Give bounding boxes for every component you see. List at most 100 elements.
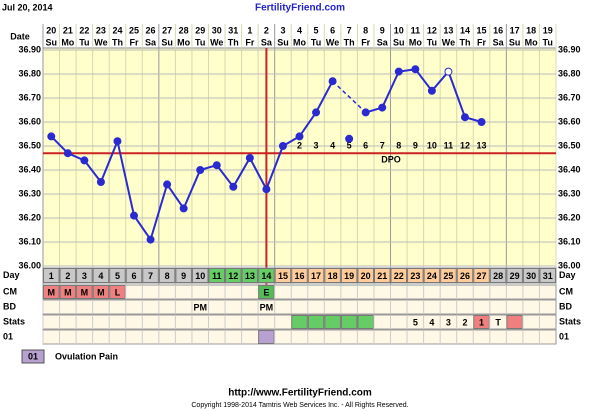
chart-date: Jul 20, 2014	[2, 2, 53, 12]
weekday-label: Su	[277, 37, 289, 47]
cell	[340, 315, 358, 329]
cell-text: 11	[212, 271, 222, 281]
date-label: 19	[543, 25, 553, 35]
row-label: BD	[3, 301, 16, 311]
y-tick-label: 36.40	[18, 164, 41, 174]
date-label: 21	[63, 25, 73, 35]
cell-text: 7	[148, 271, 153, 281]
y-tick-label: 36.50	[18, 140, 41, 150]
weekday-label: Su	[393, 37, 405, 47]
row-label-right: BD	[559, 301, 572, 311]
weekday-label: We	[210, 37, 223, 47]
footer-copyright: Copyright 1998-2014 Tamtris Web Services…	[191, 402, 408, 409]
cell-text: 6	[132, 271, 137, 281]
date-label: 26	[146, 25, 156, 35]
date-label: 8	[363, 25, 368, 35]
cell-text: 14	[261, 271, 271, 281]
date-label: 10	[394, 25, 404, 35]
cell-text: 1	[49, 271, 54, 281]
weekday-label: Tu	[427, 37, 437, 47]
cell	[76, 268, 93, 283]
date-label: 7	[347, 25, 352, 35]
date-label: 30	[212, 25, 222, 35]
date-label: 6	[330, 25, 335, 35]
cell-text: L	[115, 287, 121, 297]
y-tick-label: 36.60	[18, 116, 41, 126]
dpo-number: 2	[297, 140, 302, 150]
y-tick-label-right: 36.10	[558, 236, 581, 246]
cell	[506, 268, 523, 283]
date-label: 25	[129, 25, 139, 35]
cell-text: M	[64, 287, 72, 297]
cell	[373, 268, 391, 283]
cell	[522, 268, 540, 283]
cell	[357, 268, 374, 283]
date-label: 9	[380, 25, 385, 35]
temp-point	[245, 154, 254, 162]
temp-point	[411, 65, 420, 74]
y-tick-label: 36.10	[18, 236, 41, 246]
temp-point	[196, 166, 205, 174]
cell	[340, 268, 358, 283]
dpo-number: 9	[413, 140, 418, 150]
cell	[208, 268, 226, 283]
cell	[291, 315, 308, 329]
date-row-label: Date	[10, 31, 30, 41]
row-label: 01	[3, 331, 13, 341]
cell	[109, 268, 126, 283]
cell-text: M	[97, 287, 105, 297]
cell-text: 4	[429, 317, 434, 327]
date-label: 22	[79, 25, 89, 35]
y-tick-label-right: 36.70	[558, 92, 581, 102]
cell-text: 8	[165, 271, 170, 281]
row-label-right: 01	[559, 331, 569, 341]
y-tick-label: 36.80	[18, 68, 41, 78]
y-tick-label: 36.30	[18, 188, 41, 198]
row-label-right: Stats	[559, 316, 581, 326]
weekday-label: Mo	[525, 37, 538, 47]
weekday-label: Su	[161, 37, 173, 47]
cell	[539, 268, 556, 283]
cell	[258, 330, 275, 344]
cell	[324, 268, 341, 283]
date-label: 16	[493, 25, 503, 35]
weekday-label: Th	[228, 37, 239, 47]
cell-text: 20	[361, 271, 371, 281]
weekday-label: Th	[112, 37, 123, 47]
y-tick-label-right: 36.20	[558, 212, 581, 222]
cell-text: 24	[427, 271, 437, 281]
temp-point	[262, 185, 271, 194]
cell-text: 21	[377, 271, 387, 281]
date-label: 24	[112, 25, 122, 35]
temp-point	[130, 211, 139, 220]
dpo-number: 6	[363, 140, 368, 150]
y-tick-label: 36.90	[18, 44, 41, 54]
temp-point	[179, 204, 188, 213]
y-tick-label: 36.20	[18, 212, 41, 222]
cell-text: 10	[195, 271, 205, 281]
weekday-label: Fr	[361, 37, 370, 47]
dpo-number: 13	[477, 140, 487, 150]
cell	[158, 268, 176, 283]
weekday-label: We	[442, 37, 455, 47]
y-tick-label-right: 36.90	[558, 44, 581, 54]
cell	[291, 268, 308, 283]
cell-text: 1	[479, 317, 484, 327]
date-label: 31	[228, 25, 238, 35]
temp-point	[460, 113, 469, 122]
temp-point	[229, 182, 238, 191]
date-label: 23	[96, 25, 106, 35]
weekday-label: Fr	[245, 37, 254, 47]
cell	[390, 268, 408, 283]
dpo-number: 12	[460, 140, 470, 150]
dpo-number: 4	[330, 140, 335, 150]
cell	[191, 268, 209, 283]
cell	[307, 268, 325, 283]
weekday-label: Tu	[543, 37, 553, 47]
cell	[440, 268, 457, 283]
cell-text: M	[81, 287, 89, 297]
weekday-label: Th	[459, 37, 470, 47]
temp-point	[361, 108, 370, 117]
cell	[43, 268, 60, 283]
cell	[489, 268, 507, 283]
